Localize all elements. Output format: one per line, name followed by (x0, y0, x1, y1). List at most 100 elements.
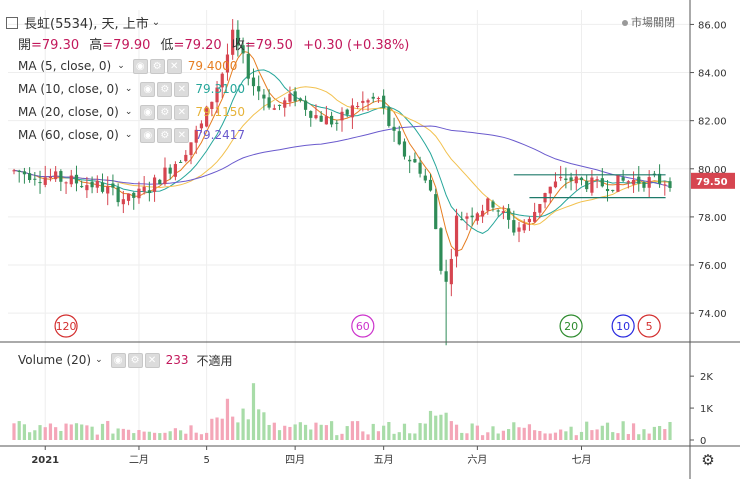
ma10-controls[interactable]: ◉ ⚙ ✕ (140, 81, 190, 97)
volume-bar-2 (22, 424, 27, 440)
period-marker-5[interactable] (637, 314, 661, 338)
gear-icon[interactable]: ⚙ (157, 81, 173, 97)
chevron-down-icon[interactable]: ⌄ (124, 84, 133, 94)
candle-39 (215, 81, 219, 114)
candle-75 (402, 138, 407, 160)
chevron-down-icon[interactable]: ⌄ (117, 61, 125, 71)
volume-bar-4 (33, 430, 37, 440)
eye-icon[interactable]: ◉ (110, 352, 126, 368)
volume-bar-80 (428, 410, 433, 440)
candle-96 (512, 210, 516, 236)
candle-37 (205, 105, 209, 128)
candle-76 (408, 155, 412, 174)
ma10-value: 79.3100 (195, 82, 245, 96)
candle-3 (28, 167, 32, 183)
chevron-down-icon[interactable]: ⌄ (124, 130, 133, 140)
ma20-legend[interactable]: MA (20, close, 0) ⌄ ◉ ⚙ ✕ 79.1150 (18, 103, 245, 121)
ma60-legend[interactable]: MA (60, close, 0) ⌄ ◉ ⚙ ✕ 79.2417 (18, 126, 245, 144)
candle-1 (17, 169, 21, 183)
candle-74 (397, 125, 401, 146)
ma10-legend[interactable]: MA (10, close, 0) ⌄ ◉ ⚙ ✕ 79.3100 (18, 80, 245, 98)
close-icon[interactable]: ✕ (174, 127, 190, 143)
volume-bar-31 (173, 428, 177, 440)
period-marker-120[interactable] (54, 314, 78, 338)
candle-13 (80, 180, 84, 188)
high-value: =79.90 (102, 38, 151, 53)
candle-36 (199, 120, 204, 133)
gear-icon[interactable]: ⚙ (149, 58, 165, 74)
volume-bar-70 (376, 431, 381, 440)
gear-icon[interactable]: ⚙ (157, 127, 173, 143)
gear-icon[interactable]: ⚙ (127, 352, 143, 368)
candle-107 (569, 172, 573, 191)
volume-bar-27 (152, 432, 157, 440)
volume-bar-89 (475, 425, 479, 440)
candle-72 (387, 106, 391, 128)
volume-bar-100 (533, 430, 537, 440)
candle-124 (657, 164, 662, 188)
volume-bar-6 (43, 427, 47, 440)
volume-bar-28 (158, 433, 162, 440)
candle-90 (480, 204, 485, 223)
ma5-controls[interactable]: ◉ ⚙ ✕ (132, 58, 182, 74)
candle-27 (152, 174, 157, 202)
volume-bar-46 (251, 383, 256, 440)
volume-bar-26 (147, 431, 151, 440)
candle-78 (418, 156, 422, 178)
candle-84 (449, 248, 453, 297)
chevron-down-icon[interactable]: ⌄ (151, 17, 161, 28)
volume-bar-72 (387, 422, 391, 440)
eye-icon[interactable]: ◉ (132, 58, 148, 74)
close-label: 收 (231, 38, 245, 53)
symbol-title[interactable]: 長虹(5534), 天, 上市 (24, 17, 149, 32)
eye-icon[interactable]: ◉ (140, 81, 156, 97)
volume-bar-60 (324, 425, 328, 440)
volume-bar-63 (340, 433, 344, 440)
candle-63 (340, 107, 344, 132)
volume-bar-33 (184, 433, 188, 440)
candle-108 (574, 169, 578, 191)
candle-98 (522, 219, 526, 234)
volume-legend[interactable]: Volume (20) ⌄ ◉ ⚙ ✕ 233 不適用 (18, 352, 233, 368)
volume-controls[interactable]: ◉ ⚙ ✕ (110, 352, 160, 368)
volume-bar-90 (480, 435, 485, 440)
period-marker-20[interactable] (559, 314, 583, 338)
volume-bar-54 (293, 424, 297, 440)
volume-bar-23 (132, 433, 136, 440)
chevron-down-icon[interactable]: ⌄ (124, 107, 133, 117)
symbol-header[interactable]: 長虹(5534), 天, 上市 ⌄ (6, 13, 160, 32)
x-tick-label-0: 2021 (31, 455, 59, 466)
eye-icon[interactable]: ◉ (140, 127, 156, 143)
candle-113 (600, 168, 604, 188)
grid-lines (8, 10, 690, 440)
volume-bar-116 (616, 433, 620, 440)
volume-bar-107 (569, 426, 573, 440)
ma20-controls[interactable]: ◉ ⚙ ✕ (140, 104, 190, 120)
gear-icon[interactable]: ⚙ (157, 104, 173, 120)
chevron-down-icon[interactable]: ⌄ (95, 355, 103, 365)
close-icon[interactable]: ✕ (144, 352, 160, 368)
ma60-controls[interactable]: ◉ ⚙ ✕ (140, 127, 190, 143)
gear-icon[interactable]: ⚙ (701, 451, 714, 469)
candle-20 (116, 183, 120, 207)
volume-bar-51 (277, 430, 282, 440)
close-icon[interactable]: ✕ (174, 104, 190, 120)
close-icon[interactable]: ✕ (174, 81, 190, 97)
candle-56 (303, 95, 308, 116)
ma20-value: 79.1150 (195, 105, 245, 119)
y-tick-label-0: 74.00 (698, 309, 727, 320)
period-marker-10[interactable] (611, 314, 635, 338)
volume-bar-71 (382, 425, 386, 440)
candle-41 (225, 43, 230, 81)
eye-icon[interactable]: ◉ (140, 104, 156, 120)
ma5-legend[interactable]: MA (5, close, 0) ⌄ ◉ ⚙ ✕ 79.4000 (18, 57, 237, 75)
volume-bar-20 (116, 428, 120, 440)
volume-bar-66 (356, 421, 360, 440)
volume-bar-25 (142, 431, 146, 440)
close-icon[interactable]: ✕ (166, 58, 182, 74)
collapse-icon[interactable] (6, 16, 18, 29)
volume-bar-15 (90, 426, 94, 440)
period-marker-60[interactable] (351, 314, 375, 338)
